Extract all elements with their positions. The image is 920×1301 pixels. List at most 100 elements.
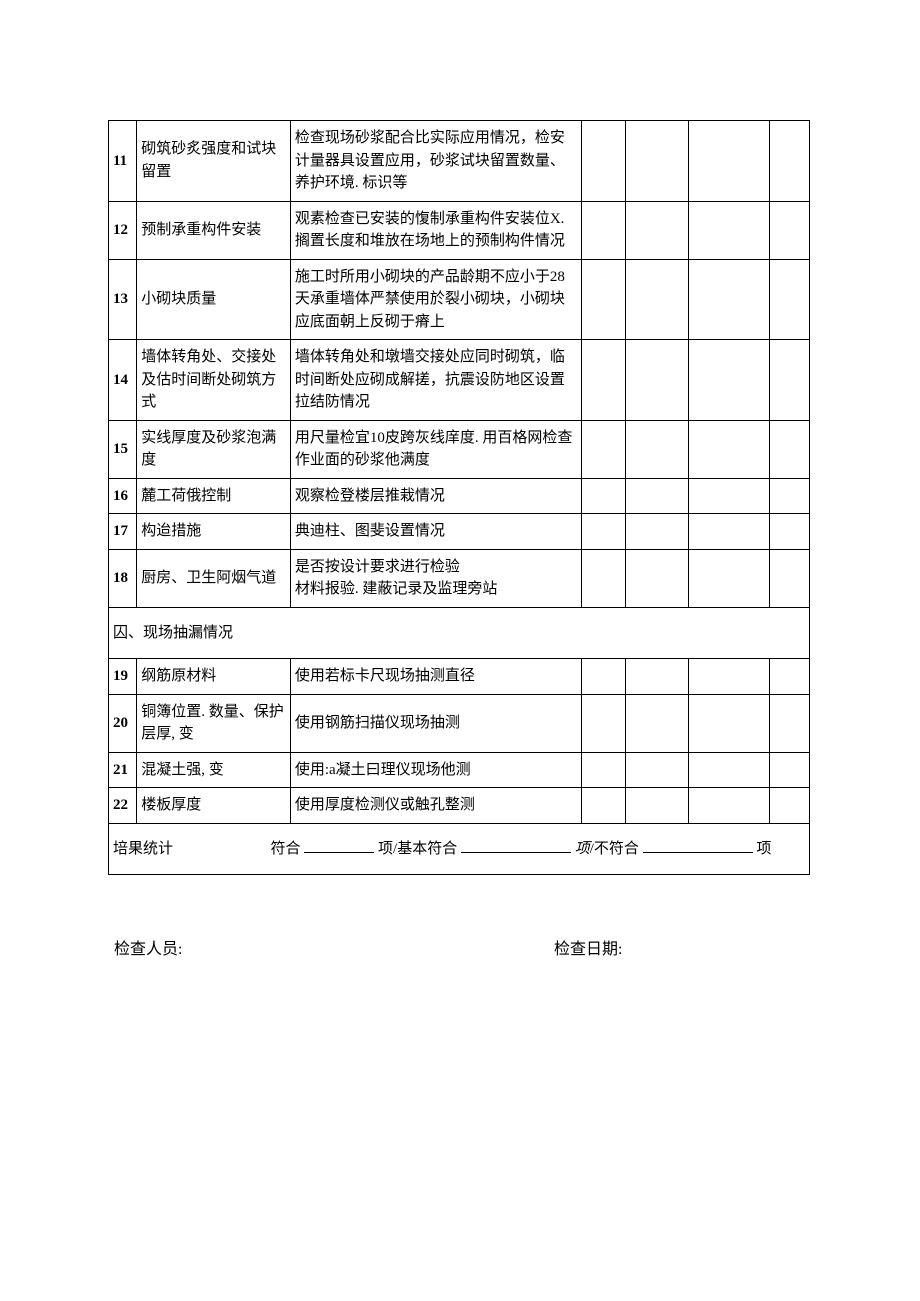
cell-blank [581, 259, 625, 340]
table-row: 22 楼板厚度 使用厚度检测仪或触孔整测 [109, 788, 810, 824]
cell-blank [581, 694, 625, 752]
summary-suffix2-italic: 项 [575, 841, 590, 857]
cell-blank [769, 121, 809, 202]
cell-blank [581, 201, 625, 259]
table-row: 17 构迨措施 典迪柱、图斐设置情况 [109, 514, 810, 550]
row-desc: 典迪柱、图斐设置情况 [290, 514, 581, 550]
cell-blank [769, 659, 809, 695]
summary-cell: 培果统计 符合 项/基本符合 项/不符合 项 [109, 823, 810, 875]
summary-row: 培果统计 符合 项/基本符合 项/不符合 项 [109, 823, 810, 875]
summary-suffix3: 项 [756, 841, 771, 857]
cell-blank [581, 514, 625, 550]
row-number: 21 [109, 752, 137, 788]
row-name: 混凝土强, 变 [137, 752, 291, 788]
cell-blank [626, 788, 689, 824]
cell-blank [626, 478, 689, 514]
document-page: 11 砌筑砂炙强度和试块留置 检查现场砂浆配合比实际应用情况，检安计量器具设置应… [0, 0, 920, 1301]
row-name: 厨房、卫生阿烟气道 [137, 549, 291, 607]
row-number: 20 [109, 694, 137, 752]
table-row: 12 预制承重构件安装 观素检查已安装的愎制承重构件安装位X.搁置长度和堆放在场… [109, 201, 810, 259]
row-name: 纲筋原材料 [137, 659, 291, 695]
row-name: 麓工荷俄控制 [137, 478, 291, 514]
cell-blank [688, 788, 769, 824]
inspection-table: 11 砌筑砂炙强度和试块留置 检查现场砂浆配合比实际应用情况，检安计量器具设置应… [108, 120, 810, 875]
row-desc: 检查现场砂浆配合比实际应用情况，检安计量器具设置应用，砂浆试块留置数量、养护环境… [290, 121, 581, 202]
cell-blank [581, 549, 625, 607]
cell-blank [769, 752, 809, 788]
cell-blank [769, 201, 809, 259]
row-name: 墙体转角处、交接处及估时间断处砌筑方式 [137, 340, 291, 421]
summary-suffix2-rest: /不符合 [590, 841, 639, 857]
cell-blank [769, 514, 809, 550]
inspector-label: 检查人员: [114, 935, 554, 959]
cell-blank [769, 259, 809, 340]
row-name: 小砌块质量 [137, 259, 291, 340]
table-row: 18 厨房、卫生阿烟气道 是否按设计要求进行检验 材料报验. 建蔽记录及监理旁站 [109, 549, 810, 607]
date-label: 检查日期: [554, 935, 622, 959]
cell-blank [688, 340, 769, 421]
cell-blank [688, 121, 769, 202]
cell-blank [688, 201, 769, 259]
cell-blank [626, 340, 689, 421]
table-row: 13 小砌块质量 施工时所用小砌块的产品龄期不应小于28天承重墙体严禁使用於裂小… [109, 259, 810, 340]
row-number: 19 [109, 659, 137, 695]
row-number: 16 [109, 478, 137, 514]
cell-blank [688, 694, 769, 752]
table-row: 11 砌筑砂炙强度和试块留置 检查现场砂浆配合比实际应用情况，检安计量器具设置应… [109, 121, 810, 202]
section-header-row: 囚、现场抽漏情况 [109, 607, 810, 659]
cell-blank [581, 420, 625, 478]
cell-blank [769, 549, 809, 607]
row-name: 铜簿位置. 数量、保护层厚, 变 [137, 694, 291, 752]
section-header: 囚、现场抽漏情况 [109, 607, 810, 659]
row-desc: 是否按设计要求进行检验 材料报验. 建蔽记录及监理旁站 [290, 549, 581, 607]
row-desc-text: 是否按设计要求进行检验 材料报验. 建蔽记录及监理旁站 [295, 559, 498, 598]
cell-blank [626, 549, 689, 607]
cell-blank [581, 478, 625, 514]
footer: 检查人员: 检查日期: [108, 935, 810, 959]
cell-blank [688, 752, 769, 788]
row-name: 楼板厚度 [137, 788, 291, 824]
row-desc: 使用:a凝土曰理仪现场他测 [290, 752, 581, 788]
summary-prefix: 培果统计 [113, 841, 173, 857]
summary-label1: 符合 [271, 841, 301, 857]
row-number: 12 [109, 201, 137, 259]
cell-blank [769, 340, 809, 421]
cell-blank [769, 694, 809, 752]
summary-blank-3 [643, 838, 753, 853]
row-name: 预制承重构件安装 [137, 201, 291, 259]
row-number: 11 [109, 121, 137, 202]
row-desc: 使用钢筋扫描仪现场抽测 [290, 694, 581, 752]
cell-blank [769, 788, 809, 824]
cell-blank [769, 420, 809, 478]
row-desc: 观素检查已安装的愎制承重构件安装位X.搁置长度和堆放在场地上的预制构件情况 [290, 201, 581, 259]
row-name: 实线厚度及砂浆泡满度 [137, 420, 291, 478]
cell-blank [581, 659, 625, 695]
summary-blank-2 [461, 838, 571, 853]
cell-blank [626, 694, 689, 752]
table-row: 21 混凝土强, 变 使用:a凝土曰理仪现场他测 [109, 752, 810, 788]
row-number: 15 [109, 420, 137, 478]
cell-blank [688, 259, 769, 340]
cell-blank [688, 514, 769, 550]
cell-blank [688, 549, 769, 607]
row-number: 18 [109, 549, 137, 607]
row-name: 砌筑砂炙强度和试块留置 [137, 121, 291, 202]
summary-blank-1 [304, 838, 374, 853]
cell-blank [581, 121, 625, 202]
row-number: 17 [109, 514, 137, 550]
row-desc: 用尺量检宜10皮跨灰线庠度. 用百格网检查作业面的砂浆他满度 [290, 420, 581, 478]
cell-blank [769, 478, 809, 514]
summary-suffix1: 项/基本符合 [378, 841, 457, 857]
cell-blank [688, 478, 769, 514]
cell-blank [581, 340, 625, 421]
cell-blank [626, 420, 689, 478]
row-number: 14 [109, 340, 137, 421]
row-number: 22 [109, 788, 137, 824]
cell-blank [688, 659, 769, 695]
row-desc: 使用若标卡尺现场抽测直径 [290, 659, 581, 695]
cell-blank [581, 752, 625, 788]
cell-blank [581, 788, 625, 824]
row-name: 构迨措施 [137, 514, 291, 550]
table-row: 19 纲筋原材料 使用若标卡尺现场抽测直径 [109, 659, 810, 695]
cell-blank [626, 659, 689, 695]
